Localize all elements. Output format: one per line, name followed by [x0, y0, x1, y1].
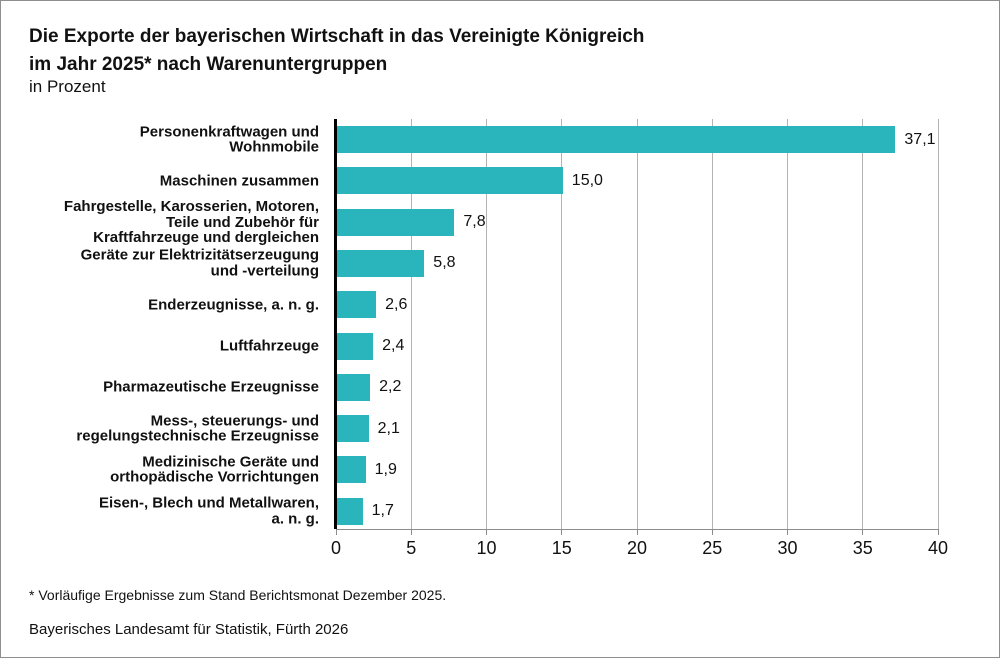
category-label: Enderzeugnisse, a. n. g.: [148, 295, 319, 313]
chart-title: Die Exporte der bayerischen Wirtschaft i…: [29, 23, 644, 79]
x-axis-tick-label: 40: [927, 538, 949, 558]
x-axis-tick-label: 20: [626, 538, 648, 558]
category-label: Medizinische Geräte und orthopädische Vo…: [110, 453, 319, 486]
axis-tick-mark: [862, 529, 864, 535]
bar-value-label: 7,8: [463, 213, 486, 231]
axis-tick-mark: [410, 529, 412, 535]
source-attribution: Bayerisches Landesamt für Statistik, Für…: [29, 621, 349, 638]
x-axis-tick-label: 35: [852, 538, 873, 558]
bar: [337, 456, 366, 484]
axis-tick-mark: [711, 529, 713, 535]
category-label: Eisen-, Blech und Metallwaren, a. n. g.: [98, 494, 319, 528]
bar: [337, 167, 563, 195]
x-axis-tick-label: 25: [702, 538, 723, 558]
bar-value-label: 15,0: [571, 171, 603, 189]
gridline: [937, 119, 939, 529]
gridline: [787, 119, 788, 529]
bar-value-label: 37,1: [904, 130, 936, 148]
category-label: Mess-, steuerungs- und regelungstechnisc…: [76, 412, 319, 445]
bar: [337, 291, 377, 319]
category-label: Fahrgestelle, Karosserien, Motoren, Teil…: [63, 197, 319, 246]
x-axis-tick-label: 5: [406, 538, 417, 558]
footnote: * Vorläufige Ergebnisse zum Stand Berich…: [29, 587, 447, 603]
x-axis-tick-label: 10: [476, 538, 497, 558]
bar-value-label: 5,8: [433, 254, 456, 272]
gridline: [636, 119, 638, 529]
axis-tick-mark: [561, 529, 563, 535]
bar-value-label: 2,6: [385, 295, 408, 313]
axis-tick-mark: [787, 529, 788, 535]
bar-value-label: 2,1: [377, 419, 400, 437]
category-label: Personenkraftwagen und Wohnmobile: [139, 123, 319, 156]
bar: [337, 415, 369, 443]
bar: [337, 208, 455, 236]
chart-title-line2: im Jahr 2025* nach Warenuntergruppen: [29, 54, 388, 75]
gridline: [711, 119, 713, 529]
bar-value-label: 1,9: [374, 460, 397, 478]
gridline: [410, 119, 412, 529]
axis-tick-mark: [486, 529, 487, 535]
gridline: [561, 119, 563, 529]
bar-value-label: 2,2: [379, 378, 402, 396]
bar-value-label: 2,4: [382, 337, 405, 354]
x-axis-tick-label: 15: [551, 538, 572, 558]
bar: [337, 332, 374, 360]
chart-title-line1: Die Exporte der bayerischen Wirtschaft i…: [29, 26, 645, 47]
category-label: Maschinen zusammen: [159, 172, 319, 190]
y-axis-line: [334, 119, 337, 529]
bar: [337, 373, 371, 401]
category-label: Geräte zur Elektrizitätserzeugung und -v…: [80, 246, 319, 280]
axis-tick-mark: [937, 529, 939, 535]
x-axis-tick-label: 30: [777, 538, 798, 558]
gridline: [862, 119, 864, 529]
chart-subtitle: in Prozent: [29, 77, 106, 96]
x-axis-tick-label: 0: [330, 538, 342, 558]
category-label: Pharmazeutische Erzeugnisse: [103, 378, 319, 396]
bar-value-label: 1,7: [371, 502, 394, 520]
axis-tick-mark: [636, 529, 638, 535]
bar: [337, 249, 425, 277]
bar: [337, 126, 896, 153]
bar: [337, 497, 363, 525]
axis-tick-mark: [335, 529, 337, 535]
category-label: Luftfahrzeuge: [219, 337, 319, 355]
x-axis-line: [336, 529, 939, 530]
gridline: [486, 119, 487, 529]
